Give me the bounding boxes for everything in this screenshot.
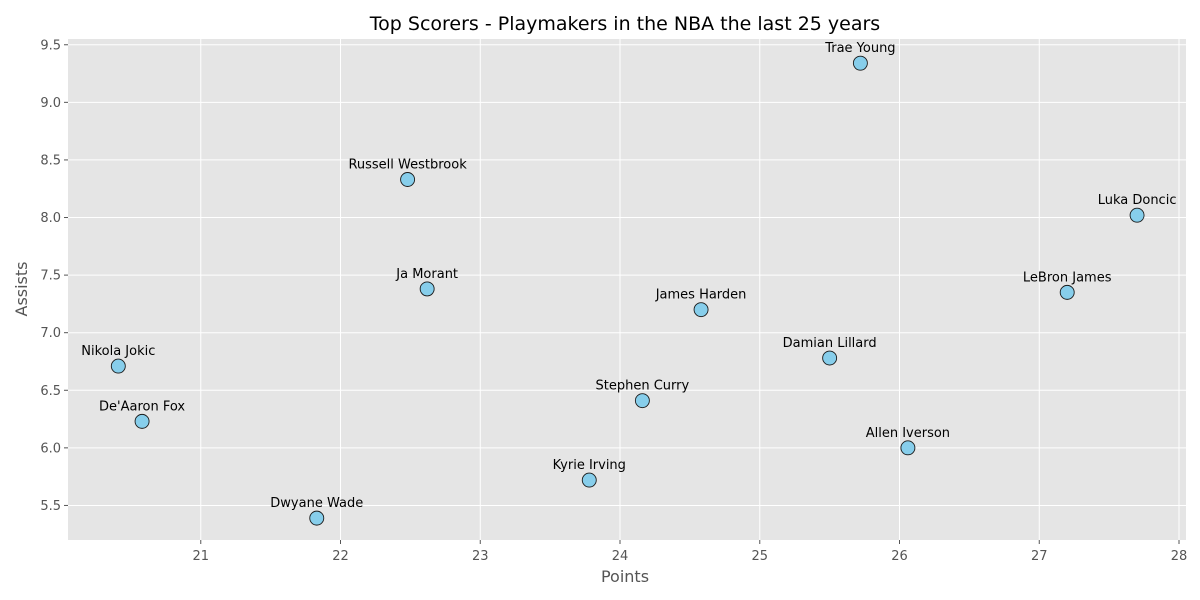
x-tick-label: 24 xyxy=(612,549,629,564)
x-tick-label: 27 xyxy=(1031,549,1048,564)
point-label: Dwyane Wade xyxy=(270,496,363,511)
x-tick-label: 26 xyxy=(891,549,908,564)
y-tick-label: 8.5 xyxy=(40,153,61,168)
grid-lines xyxy=(68,39,1186,540)
y-tick-label: 9.0 xyxy=(40,96,61,111)
y-axis-label: Assists xyxy=(12,261,31,316)
chart-title: Top Scorers - Playmakers in the NBA the … xyxy=(369,13,880,35)
point-label: Luka Doncic xyxy=(1098,193,1177,208)
data-point xyxy=(134,413,150,429)
point-label: James Harden xyxy=(655,288,747,303)
y-tick-label: 6.5 xyxy=(40,384,61,399)
point-label: Nikola Jokic xyxy=(81,344,155,359)
y-tick-label: 7.5 xyxy=(40,269,61,284)
y-tick-label: 9.5 xyxy=(40,38,61,53)
x-tick-label: 21 xyxy=(192,549,209,564)
point-labels: Trae Young Russell Westbrook Luka Doncic Ja… xyxy=(81,41,1176,511)
point-label: Ja Morant xyxy=(395,267,458,282)
x-axis-label: Points xyxy=(601,567,649,586)
x-axis-ticks: 21 22 23 24 25 26 27 28 xyxy=(192,540,1187,564)
point-label: De'Aaron Fox xyxy=(99,399,185,414)
data-point xyxy=(400,172,416,187)
y-tick-label: 5.5 xyxy=(40,499,61,514)
data-point xyxy=(110,358,126,374)
x-tick-label: 28 xyxy=(1171,549,1188,564)
data-point xyxy=(1129,207,1145,223)
data-point xyxy=(581,472,597,488)
y-tick-label: 8.0 xyxy=(40,211,61,226)
point-label: Stephen Curry xyxy=(596,379,690,394)
data-point xyxy=(309,510,325,526)
data-point xyxy=(822,350,838,366)
data-point xyxy=(852,55,868,71)
data-point xyxy=(634,393,650,409)
point-label: LeBron James xyxy=(1023,270,1112,285)
y-tick-label: 7.0 xyxy=(40,326,61,341)
x-tick-label: 25 xyxy=(751,549,768,564)
point-label: Damian Lillard xyxy=(783,336,877,351)
data-point xyxy=(419,281,435,297)
point-label: Russell Westbrook xyxy=(348,158,467,173)
x-tick-label: 22 xyxy=(332,549,349,564)
data-point xyxy=(693,302,709,318)
y-tick-label: 6.0 xyxy=(40,441,61,456)
data-points xyxy=(110,55,1145,526)
x-tick-label: 23 xyxy=(472,549,489,564)
y-axis-ticks: 5.5 6.0 6.5 7.0 7.5 8.0 8.5 9.0 9.5 xyxy=(40,38,68,514)
data-point xyxy=(1059,284,1075,300)
point-label: Kyrie Irving xyxy=(553,458,626,473)
data-point xyxy=(900,440,916,456)
plot-area xyxy=(68,39,1186,540)
point-label: Trae Young xyxy=(824,41,895,56)
point-label: Allen Iverson xyxy=(866,426,950,441)
